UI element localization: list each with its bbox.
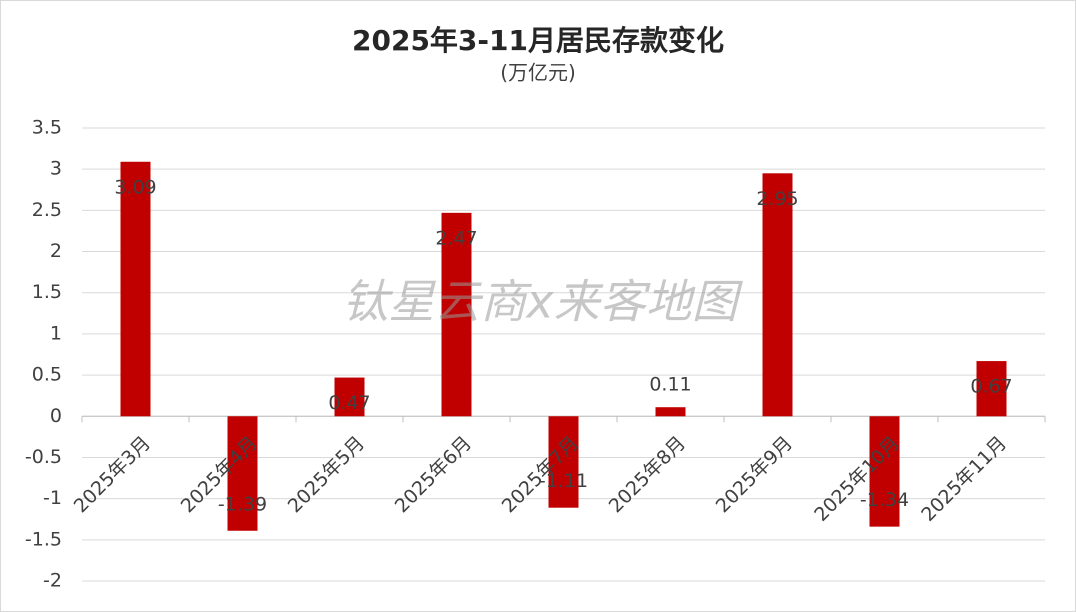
value-label: 2.47 <box>435 227 477 249</box>
bar <box>548 416 579 508</box>
value-label: 2.95 <box>756 188 798 210</box>
y-tick-label: 0 <box>50 405 62 427</box>
y-tick-label: 0.5 <box>32 364 62 386</box>
bar <box>120 161 151 417</box>
y-tick-label: 3 <box>50 158 62 180</box>
value-label: -1.11 <box>539 470 588 492</box>
value-label: -1.34 <box>860 489 909 511</box>
chart-subtitle: (万亿元) <box>500 61 576 85</box>
value-label: 0.67 <box>970 376 1012 398</box>
y-tick-label: 1.5 <box>32 281 62 303</box>
y-tick-label: -1 <box>43 487 62 509</box>
y-tick-label: -1.5 <box>25 528 62 550</box>
chart-title: 2025年3-11月居民存款变化 <box>352 24 724 57</box>
y-tick-label: -0.5 <box>25 446 62 468</box>
y-tick-label: 2.5 <box>32 199 62 221</box>
bar <box>976 361 1007 417</box>
y-tick-label: 2 <box>50 240 62 262</box>
watermark: 钛星云商x来客地图 <box>342 275 743 329</box>
bar <box>227 416 258 531</box>
bar <box>762 173 793 417</box>
bar <box>441 212 472 417</box>
bar <box>655 407 686 417</box>
value-label: -1.39 <box>218 493 267 515</box>
value-label: 0.11 <box>649 374 691 396</box>
value-label: 3.09 <box>114 176 156 198</box>
y-tick-label: 3.5 <box>32 117 62 139</box>
value-label: 0.47 <box>328 392 370 414</box>
y-tick-label: 1 <box>50 322 62 344</box>
bar <box>869 416 900 527</box>
bar <box>334 377 365 417</box>
y-tick-label: -2 <box>43 570 62 592</box>
